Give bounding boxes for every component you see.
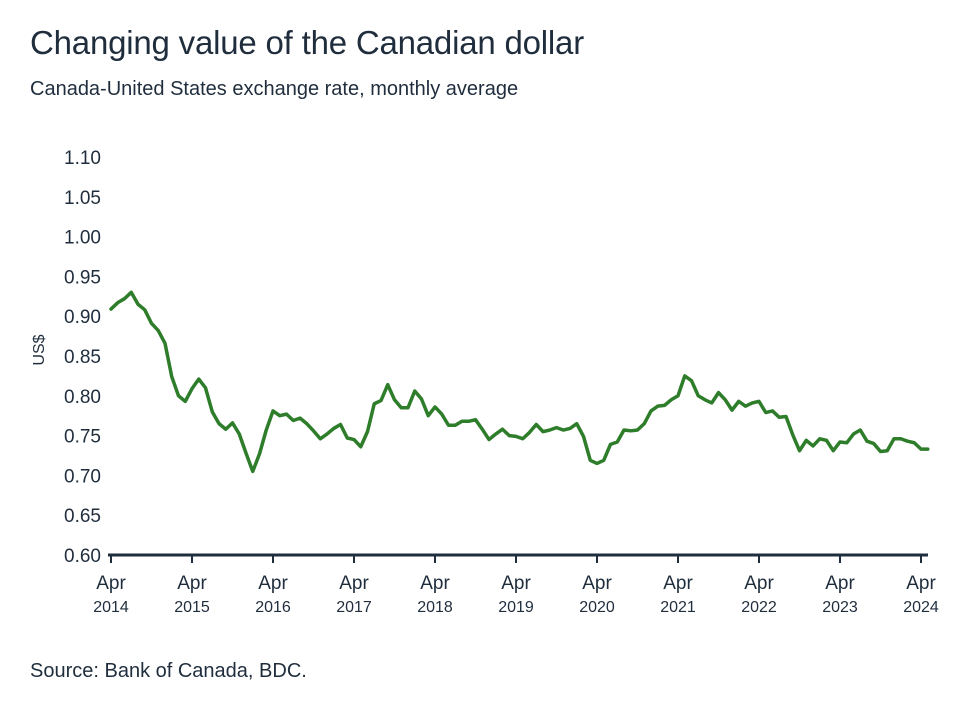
y-tick-label: 0.65 [64,506,101,527]
x-tick-label-year: 2015 [174,599,210,616]
x-tick-label-month: Apr [906,573,936,594]
x-tick-label-month: Apr [96,573,126,594]
chart-subtitle: Canada-United States exchange rate, mont… [30,78,519,100]
y-tick-label: 0.90 [64,307,101,328]
y-tick-label: 1.10 [64,148,101,169]
x-tick-label-year: 2021 [660,599,696,616]
x-tick-label-year: 2014 [93,599,129,616]
y-tick-label: 1.05 [64,188,101,209]
x-tick-label-month: Apr [825,573,855,594]
x-tick-label-year: 2017 [336,599,372,616]
y-tick-label: 0.70 [64,466,101,487]
x-tick-label-month: Apr [501,573,531,594]
y-axis-label: US$ [31,334,48,365]
x-tick-label-month: Apr [339,573,369,594]
y-axis-ticks: 1.10 1.05 1.00 0.95 0.90 0.85 0.80 0.75 0.70 0.65… [64,148,101,567]
x-tick-label-month: Apr [420,573,450,594]
x-tick-label-year: 2020 [579,599,615,616]
x-tick-label-year: 2024 [903,599,939,616]
x-tick-label-year: 2019 [498,599,534,616]
x-axis-ticks: Apr 2014 Apr 2015 Apr 2016 Apr 2017 Apr 2018 Apr 20… [93,555,939,616]
y-tick-label: 0.80 [64,387,101,408]
y-tick-label: 0.85 [64,347,101,368]
source-note: Source: Bank of Canada, BDC. [30,660,307,682]
x-tick-label-month: Apr [582,573,612,594]
x-tick-label-month: Apr [177,573,207,594]
x-tick-label-month: Apr [663,573,693,594]
y-tick-label: 1.00 [64,228,101,249]
x-tick-label-year: 2016 [255,599,291,616]
chart-title: Changing value of the Canadian dollar [30,24,585,61]
x-tick-label-year: 2018 [417,599,453,616]
y-tick-label: 0.60 [64,546,101,567]
y-tick-label: 0.95 [64,267,101,288]
x-tick-label-month: Apr [744,573,774,594]
line-chart: 1.10 1.05 1.00 0.95 0.90 0.85 0.80 0.75 0.70 0.65… [31,148,939,616]
x-tick-label-year: 2023 [822,599,858,616]
x-tick-label-month: Apr [258,573,288,594]
x-tick-label-year: 2022 [741,599,777,616]
y-tick-label: 0.75 [64,427,101,448]
series-line-exchange-rate [109,290,930,474]
